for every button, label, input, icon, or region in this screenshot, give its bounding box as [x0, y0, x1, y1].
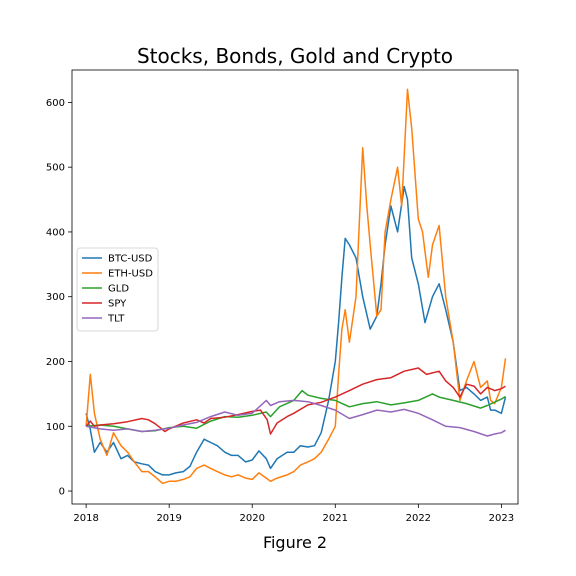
x-tick-label: 2023 — [489, 513, 514, 524]
legend-label-spy: SPY — [108, 299, 127, 310]
x-tick-label: 2020 — [240, 513, 265, 524]
chart-title: Stocks, Bonds, Gold and Crypto — [137, 44, 453, 68]
y-tick-label: 400 — [46, 227, 65, 238]
series-line-btc-usd — [85, 185, 507, 476]
series-line-tlt — [85, 399, 506, 437]
legend-label-tlt: TLT — [107, 314, 125, 325]
x-tick-label: 2019 — [156, 513, 181, 524]
legend-label-eth-usd: ETH-USD — [108, 269, 153, 280]
y-tick-label: 500 — [46, 163, 65, 174]
x-tick-label: 2018 — [73, 513, 98, 524]
x-axis: 2018 2019 2020 2021 2022 2023 — [73, 504, 514, 524]
legend-label-gld: GLD — [108, 284, 129, 295]
axes-frame — [71, 69, 519, 505]
y-axis: 0 100 200 300 400 500 600 — [46, 98, 72, 498]
x-tick-label: 2021 — [323, 513, 348, 524]
y-tick-label: 600 — [46, 98, 65, 109]
x-tick-label: 2022 — [406, 513, 431, 524]
legend-label-btc-usd: BTC-USD — [108, 254, 153, 265]
figure-caption: Figure 2 — [263, 533, 327, 552]
legend: BTC-USD ETH-USD GLD SPY TLT — [76, 247, 159, 332]
y-tick-label: 300 — [46, 292, 65, 303]
legend-box — [76, 247, 159, 332]
y-tick-label: 200 — [46, 357, 65, 368]
series-line-eth-usd — [85, 88, 507, 485]
y-tick-label: 0 — [59, 487, 65, 498]
plot-lines — [85, 88, 507, 485]
y-tick-label: 100 — [46, 422, 65, 433]
series-line-spy — [85, 367, 506, 435]
